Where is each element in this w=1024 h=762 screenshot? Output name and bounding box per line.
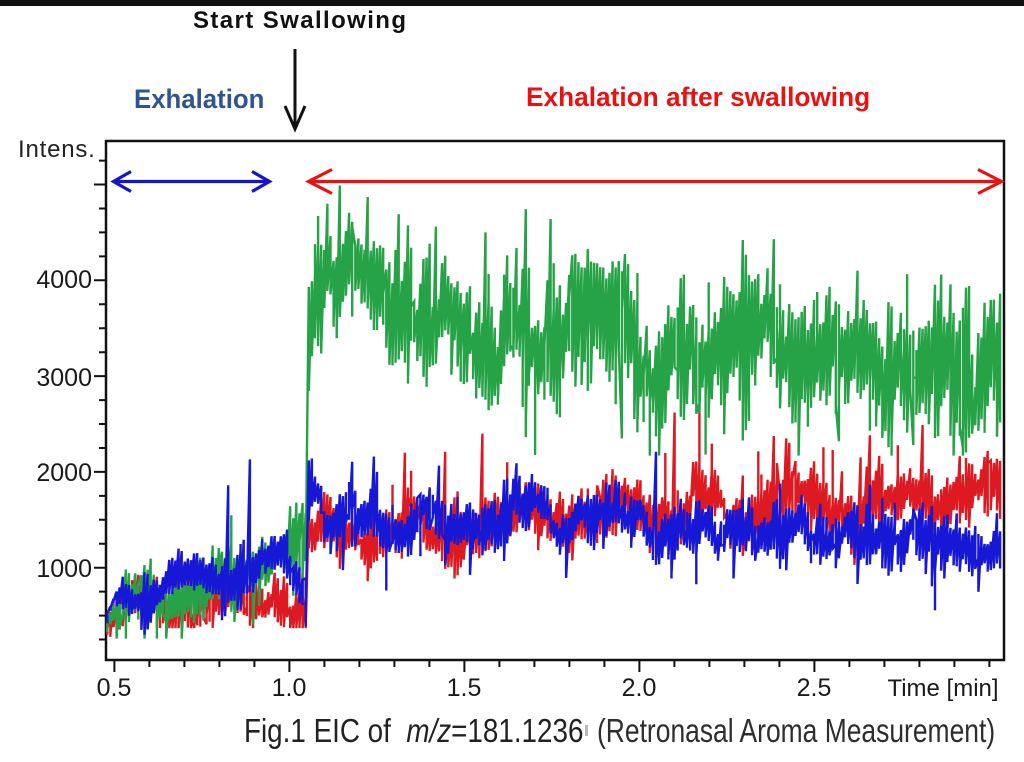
svg-text:2.5: 2.5 [797, 674, 832, 702]
svg-text:2000: 2000 [36, 459, 92, 487]
svg-text:1.0: 1.0 [272, 674, 307, 702]
svg-text:Time [min]: Time [min] [887, 675, 998, 702]
svg-text:1.5: 1.5 [447, 674, 482, 702]
svg-text:1000: 1000 [36, 555, 92, 583]
svg-text:4000: 4000 [36, 266, 92, 294]
svg-text:2.0: 2.0 [622, 674, 657, 702]
svg-text:0.5: 0.5 [97, 674, 132, 702]
svg-text:3000: 3000 [36, 364, 92, 392]
